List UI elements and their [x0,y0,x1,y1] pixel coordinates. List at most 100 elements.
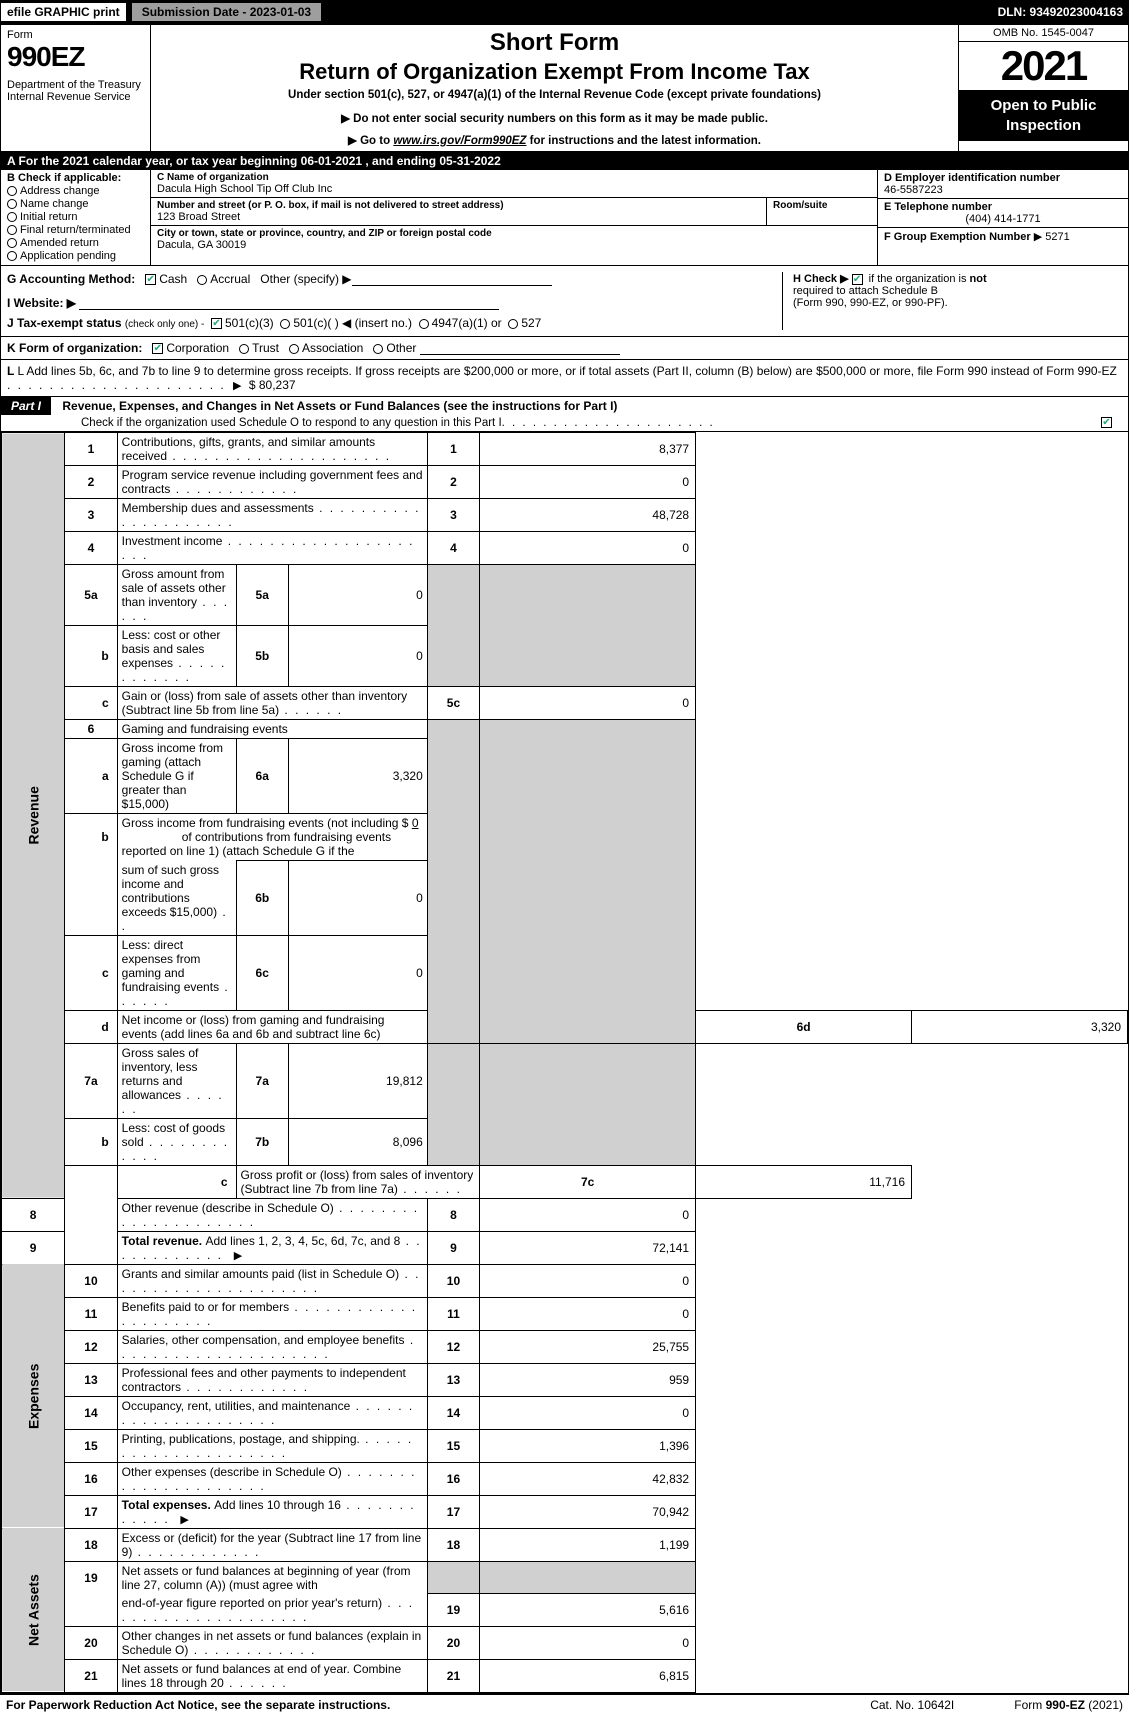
short-form-title: Short Form [159,29,950,57]
dln: DLN: 93492023004163 [998,5,1123,19]
amt-1: 8,377 [480,433,696,466]
form-header: Form 990EZ Department of the Treasury In… [1,25,1128,152]
amt-14: 0 [480,1396,696,1429]
amt-6a: 3,320 [288,739,427,814]
telephone: (404) 414-1771 [884,213,1122,225]
top-bar: efile GRAPHIC print Submission Date - 20… [0,0,1129,24]
department: Department of the Treasury Internal Reve… [7,79,144,103]
chk-schedule-o[interactable] [1101,417,1112,428]
h-box: H Check ▶ if the organization is not req… [782,272,1122,330]
tax-year: 2021 [959,42,1128,90]
form-footer: Form 990-EZ (2021) [1014,1698,1123,1712]
amt-5a: 0 [288,565,427,626]
amt-5b: 0 [288,626,427,687]
part-1-header: Part I Revenue, Expenses, and Changes in… [1,397,1128,432]
i-label: I Website: ▶ [7,296,76,310]
chk-association[interactable] [289,344,299,354]
d-label: D Employer identification number [884,172,1122,184]
f-label: F Group Exemption Number [884,231,1031,243]
amt-7a: 19,812 [288,1043,427,1118]
other-org-blank [420,343,620,355]
form-container: Form 990EZ Department of the Treasury In… [0,24,1129,1694]
org-address: 123 Broad Street [157,211,760,223]
chk-cash[interactable] [145,274,156,285]
row-a: A For the 2021 calendar year, or tax yea… [1,152,1128,170]
efile-print-button[interactable]: efile GRAPHIC print [0,2,127,22]
form-number: 990EZ [7,41,144,73]
col-b: B Check if applicable: Address change Na… [1,170,151,265]
header-center: Short Form Return of Organization Exempt… [151,25,958,151]
irs-link[interactable]: www.irs.gov/Form990EZ [393,135,526,147]
e-label: E Telephone number [884,201,1122,213]
amt-21: 6,815 [480,1659,696,1692]
group-exemption: 5271 [1045,231,1069,243]
b-header: B Check if applicable: [7,172,144,184]
form-word: Form [7,29,144,41]
amt-19: 5,616 [480,1594,696,1627]
c-addr-label: Number and street (or P. O. box, if mail… [157,200,760,211]
chk-name-change[interactable]: Name change [7,198,144,210]
chk-amended-return[interactable]: Amended return [7,237,144,249]
col-c: C Name of organization Dacula High Schoo… [151,170,878,265]
chk-501c[interactable] [280,319,290,329]
chk-final-return[interactable]: Final return/terminated [7,224,144,236]
website-blank [79,298,499,310]
row-k: K Form of organization: Corporation Trus… [1,337,1128,360]
chk-application-pending[interactable]: Application pending [7,250,144,262]
col-def: D Employer identification number 46-5587… [878,170,1128,265]
part-1-title: Revenue, Expenses, and Changes in Net As… [54,399,617,413]
header-left: Form 990EZ Department of the Treasury In… [1,25,151,151]
chk-corporation[interactable] [152,343,163,354]
amt-13: 959 [480,1363,696,1396]
revenue-side-label: Revenue [2,433,65,1199]
row-ghi: G Accounting Method: Cash Accrual Other … [1,266,1128,337]
goto-line: ▶ Go to www.irs.gov/Form990EZ for instru… [159,133,950,147]
amt-4: 0 [480,532,696,565]
c-city-label: City or town, state or province, country… [157,228,871,239]
chk-address-change[interactable]: Address change [7,185,144,197]
amt-18: 1,199 [480,1528,696,1561]
amt-15: 1,396 [480,1429,696,1462]
chk-4947[interactable] [419,319,429,329]
ein: 46-5587223 [884,184,1122,196]
amt-6b: 0 [288,861,427,936]
amt-10: 0 [480,1264,696,1297]
f-arrow: ▶ [1034,231,1042,243]
amt-5c: 0 [480,687,696,720]
j-label: J Tax-exempt status [7,316,122,330]
amt-20: 0 [480,1626,696,1659]
amt-8: 0 [480,1198,696,1231]
part-1-label: Part I [1,397,51,415]
chk-501c3[interactable] [211,318,222,329]
cat-no: Cat. No. 10642I [870,1698,954,1712]
g-label: G Accounting Method: [7,272,135,286]
c-name-label: C Name of organization [157,172,871,183]
open-inspection: Open to Public Inspection [959,90,1128,141]
amt-7b: 8,096 [288,1118,427,1165]
chk-initial-return[interactable]: Initial return [7,211,144,223]
amt-3: 48,728 [480,499,696,532]
room-label: Room/suite [773,200,871,211]
amt-16: 42,832 [480,1462,696,1495]
org-name: Dacula High School Tip Off Club Inc [157,183,871,195]
lines-table: Revenue 1 Contributions, gifts, grants, … [1,432,1128,1693]
chk-h[interactable] [852,274,863,285]
do-not-enter: ▶ Do not enter social security numbers o… [159,111,950,125]
amt-12: 25,755 [480,1330,696,1363]
org-city: Dacula, GA 30019 [157,239,871,251]
chk-accrual[interactable] [197,275,207,285]
amt-9: 72,141 [480,1231,696,1264]
chk-trust[interactable] [239,344,249,354]
amt-17: 70,942 [480,1495,696,1528]
gross-receipts: $ 80,237 [249,378,296,392]
submission-date: Submission Date - 2023-01-03 [131,2,322,22]
header-right: OMB No. 1545-0047 2021 Open to Public In… [958,25,1128,151]
amt-2: 0 [480,466,696,499]
goto-post: for instructions and the latest informat… [526,135,761,147]
under-section: Under section 501(c), 527, or 4947(a)(1)… [159,89,950,101]
paperwork-notice: For Paperwork Reduction Act Notice, see … [6,1698,870,1712]
chk-527[interactable] [508,319,518,329]
chk-other-org[interactable] [373,344,383,354]
goto-pre: ▶ Go to [348,135,393,147]
net-assets-side-label: Net Assets [2,1528,65,1692]
